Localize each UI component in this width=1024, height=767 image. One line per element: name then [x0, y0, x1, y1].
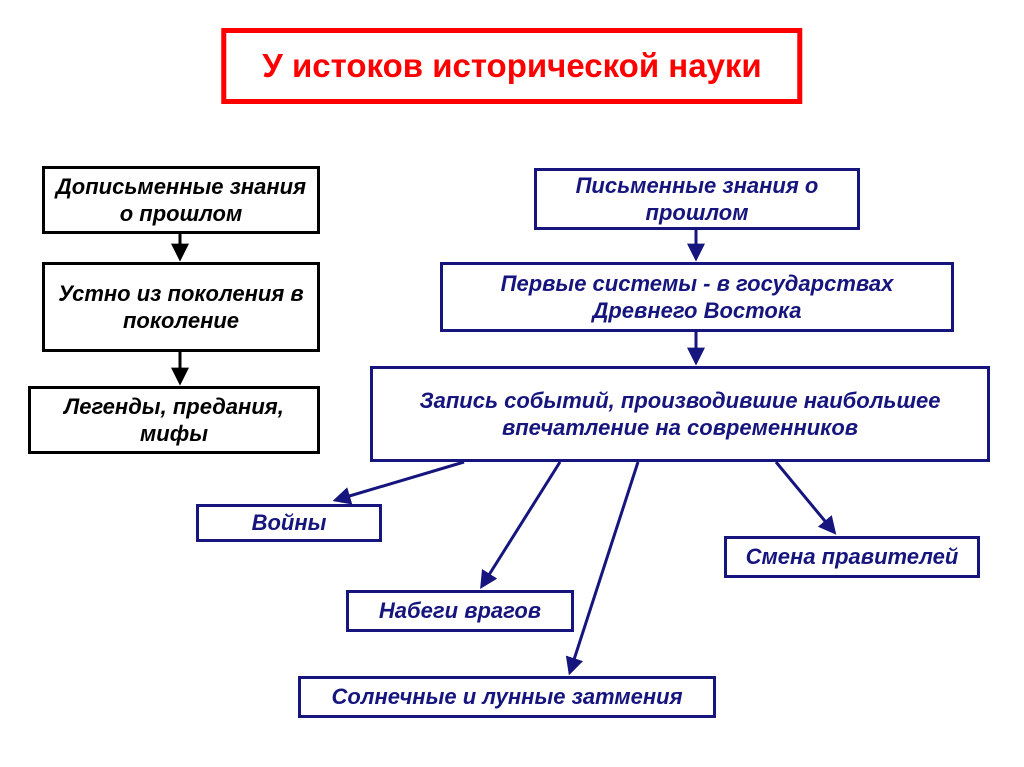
edge-7: [570, 462, 638, 672]
node-n3: Легенды, предания, мифы: [28, 386, 320, 454]
node-n5: Первые системы - в государствах Древнего…: [440, 262, 954, 332]
node-n1: Дописьменные знания о прошлом: [42, 166, 320, 234]
node-n4: Письменные знания о прошлом: [534, 168, 860, 230]
edge-4: [336, 462, 464, 500]
node-n10: Солнечные и лунные затмения: [298, 676, 716, 718]
edge-6: [482, 462, 560, 586]
node-n6: Запись событий, производившие наибольшее…: [370, 366, 990, 462]
node-n8: Смена правителей: [724, 536, 980, 578]
edge-5: [776, 462, 834, 532]
node-n2: Устно из поколения в поколение: [42, 262, 320, 352]
diagram-title: У истоков исторической науки: [221, 28, 802, 104]
node-n9: Набеги врагов: [346, 590, 574, 632]
node-n7: Войны: [196, 504, 382, 542]
